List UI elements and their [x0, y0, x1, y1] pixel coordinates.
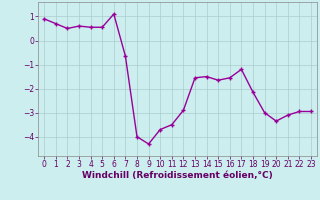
- X-axis label: Windchill (Refroidissement éolien,°C): Windchill (Refroidissement éolien,°C): [82, 171, 273, 180]
